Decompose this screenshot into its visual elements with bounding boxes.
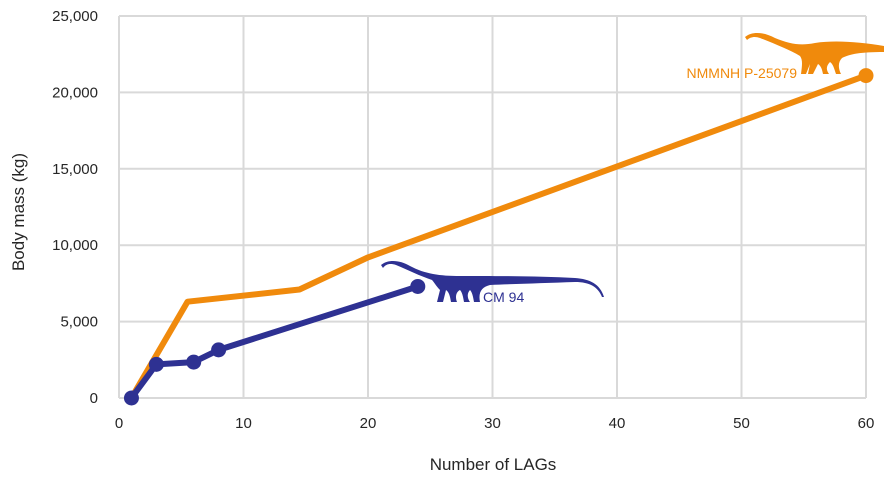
annotation-cm94: CM 94 [483, 289, 524, 305]
x-tick-label: 30 [484, 415, 501, 432]
data-point [186, 354, 202, 370]
series-cm-94 [123, 278, 426, 406]
series-line [128, 72, 869, 401]
data-point [410, 278, 426, 294]
y-tick-label: 25,000 [52, 8, 98, 25]
x-tick-label: 40 [609, 415, 626, 432]
data-point [123, 390, 139, 406]
data-point [148, 356, 164, 372]
y-tick-label: 20,000 [52, 84, 98, 101]
x-tick-label: 20 [360, 415, 377, 432]
series-line [128, 283, 421, 401]
x-tick-label: 60 [858, 415, 875, 432]
y-tick-label: 15,000 [52, 161, 98, 178]
annotation-nmmnh: NMMNH P-25079 [687, 65, 798, 81]
x-tick-label: 50 [733, 415, 750, 432]
sauropod-silhouette-icon [745, 32, 884, 74]
series-nmmnh-p-25079 [128, 68, 874, 401]
y-tick-label: 10,000 [52, 237, 98, 254]
sauropod-silhouette-icon [381, 260, 604, 302]
y-tick-label: 5,000 [60, 314, 98, 331]
y-axis-title: Body mass (kg) [9, 153, 28, 271]
data-point [211, 342, 227, 358]
x-tick-label: 0 [115, 415, 123, 432]
grid-lines [118, 15, 867, 399]
y-tick-label: 0 [90, 390, 98, 407]
data-point [858, 68, 874, 84]
y-axis-ticks: 0 5,000 10,000 15,000 20,000 25,000 [52, 8, 98, 407]
x-tick-label: 10 [235, 415, 252, 432]
series-layer [123, 68, 874, 406]
x-axis-title: Number of LAGs [430, 455, 557, 474]
x-axis-ticks: 0 10 20 30 40 50 60 [115, 415, 875, 432]
